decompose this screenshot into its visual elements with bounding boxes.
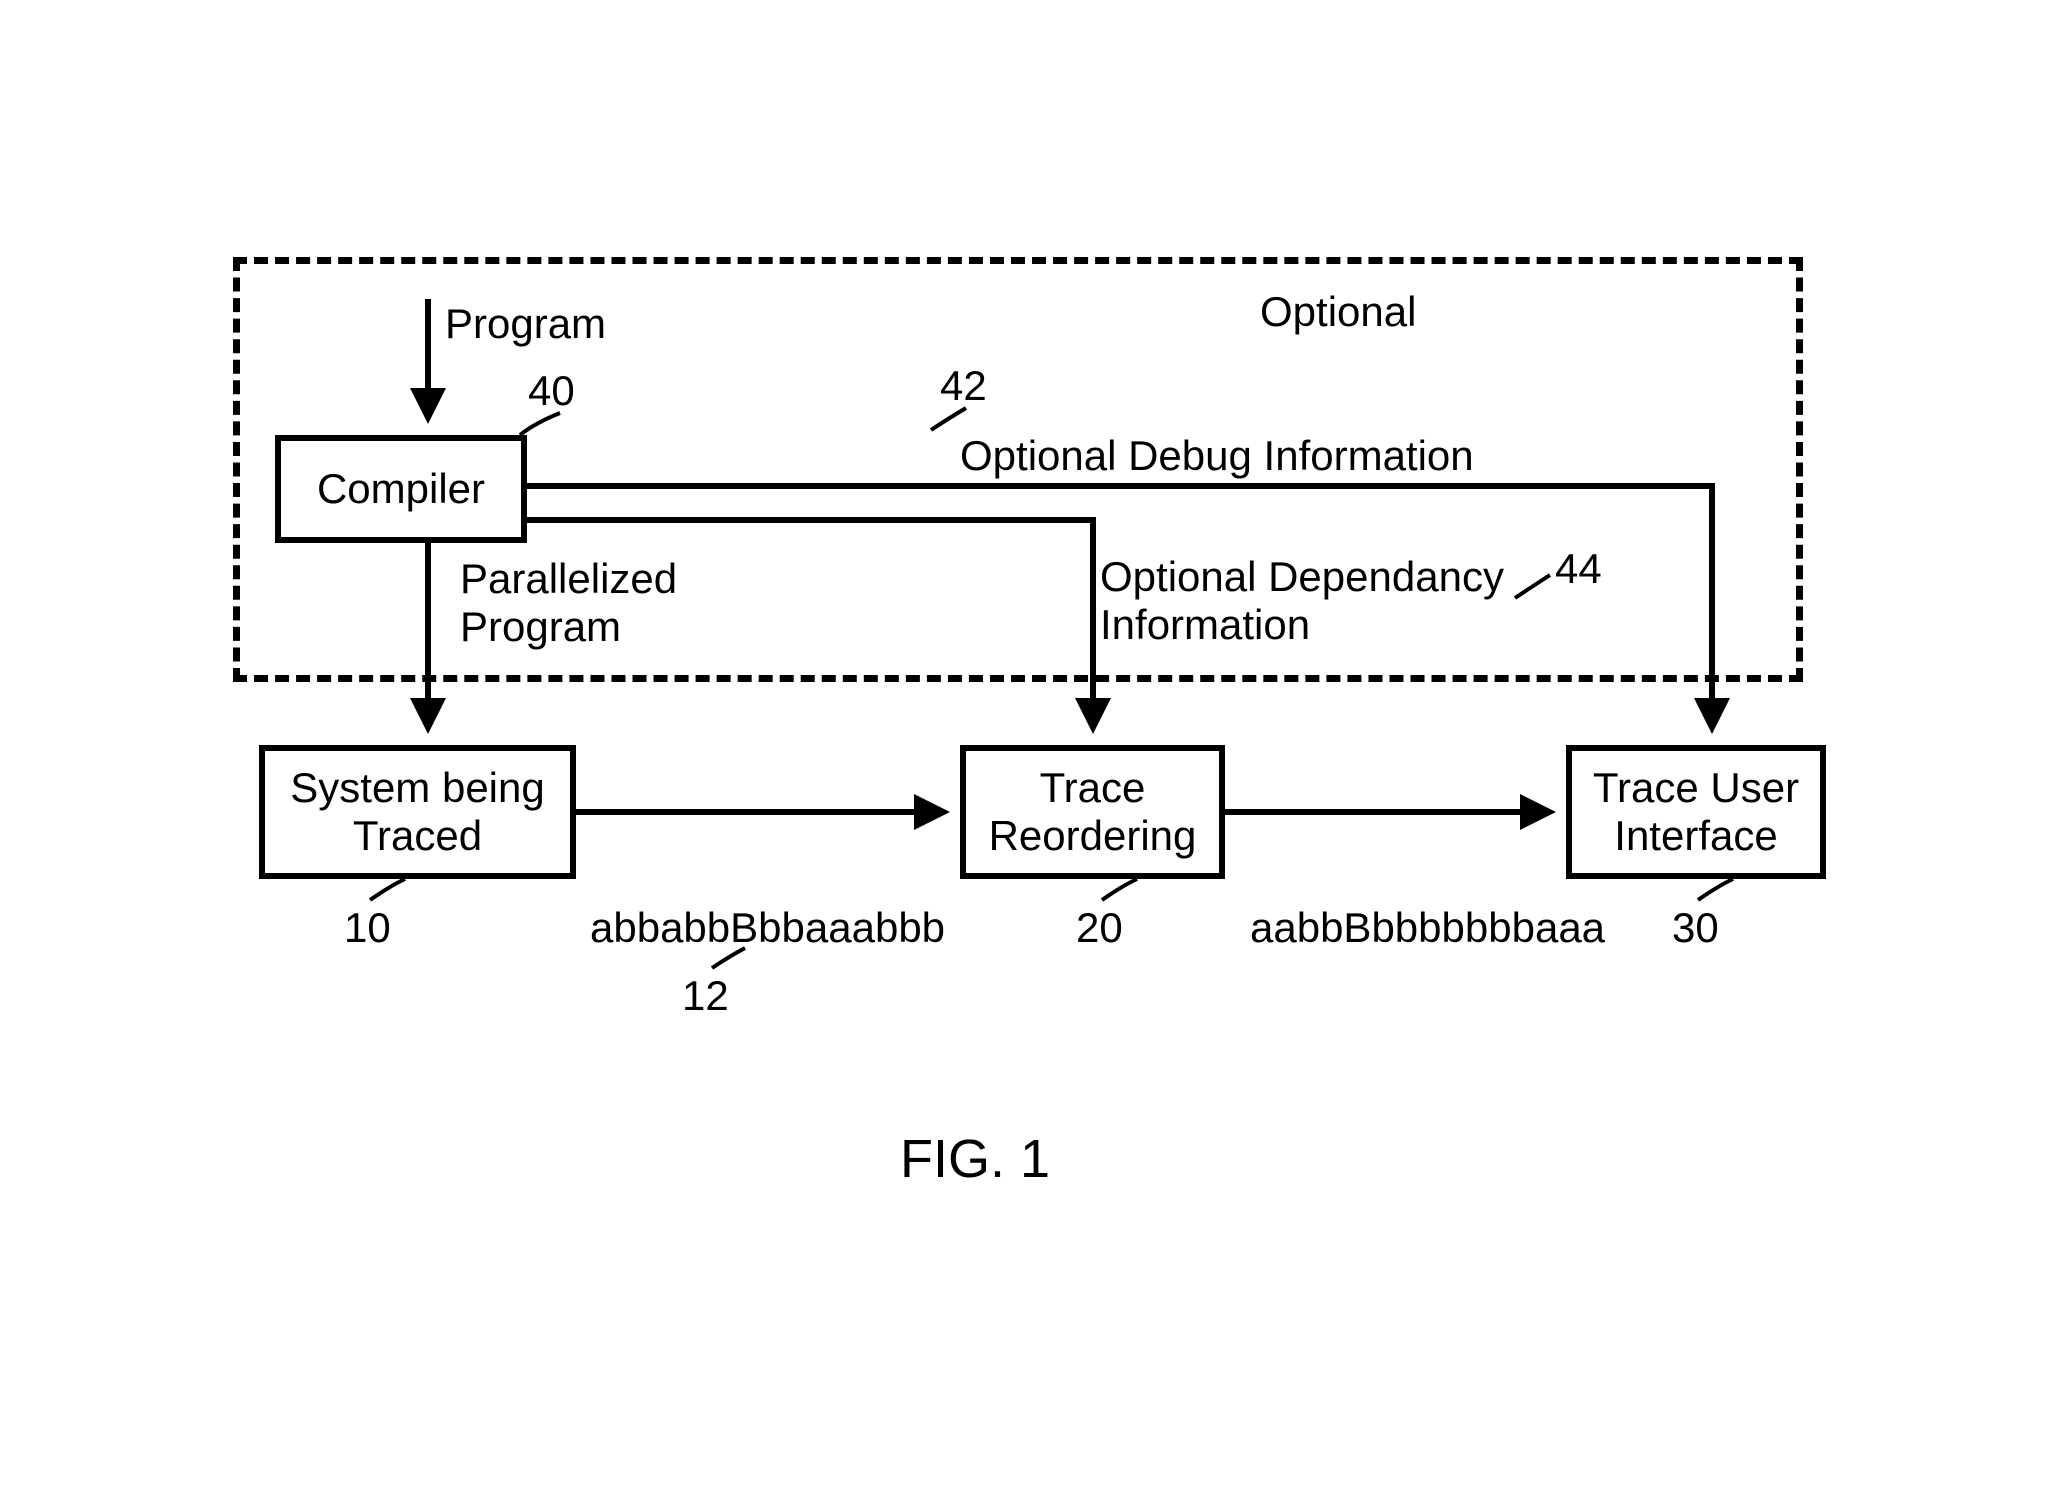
node-reorder-label: Trace Reordering [989, 764, 1197, 861]
ref-42: 42 [940, 362, 987, 410]
edge-label-debug: Optional Debug Information [960, 432, 1474, 480]
node-ui-label: Trace User Interface [1593, 764, 1799, 861]
ref-12: 12 [682, 972, 729, 1020]
edge-label-dep: Optional Dependancy Information [1100, 553, 1504, 649]
ref-44: 44 [1555, 545, 1602, 593]
ref-leader [1698, 879, 1733, 900]
ref-40: 40 [528, 367, 575, 415]
figure-canvas: Optional Compiler System being Traced Tr… [0, 0, 2065, 1498]
ref-10: 10 [344, 904, 391, 952]
figure-caption: FIG. 1 [900, 1128, 1050, 1190]
ref-30: 30 [1672, 904, 1719, 952]
edge-label-trace2: aabbBbbbbbbbaaa [1250, 904, 1605, 952]
edge-label-program: Program [445, 300, 606, 348]
ref-leader [1102, 879, 1137, 900]
node-compiler-label: Compiler [317, 465, 485, 513]
edge-label-trace1: abbabbBbbaaabbb [590, 904, 945, 952]
node-system-label: System being Traced [290, 764, 544, 861]
optional-label: Optional [1260, 288, 1416, 336]
node-system: System being Traced [259, 745, 576, 879]
ref-20: 20 [1076, 904, 1123, 952]
node-ui: Trace User Interface [1566, 745, 1826, 879]
ref-leader [370, 879, 405, 900]
edge-label-parallelized: Parallelized Program [460, 555, 677, 651]
node-reorder: Trace Reordering [960, 745, 1225, 879]
node-compiler: Compiler [275, 435, 527, 543]
